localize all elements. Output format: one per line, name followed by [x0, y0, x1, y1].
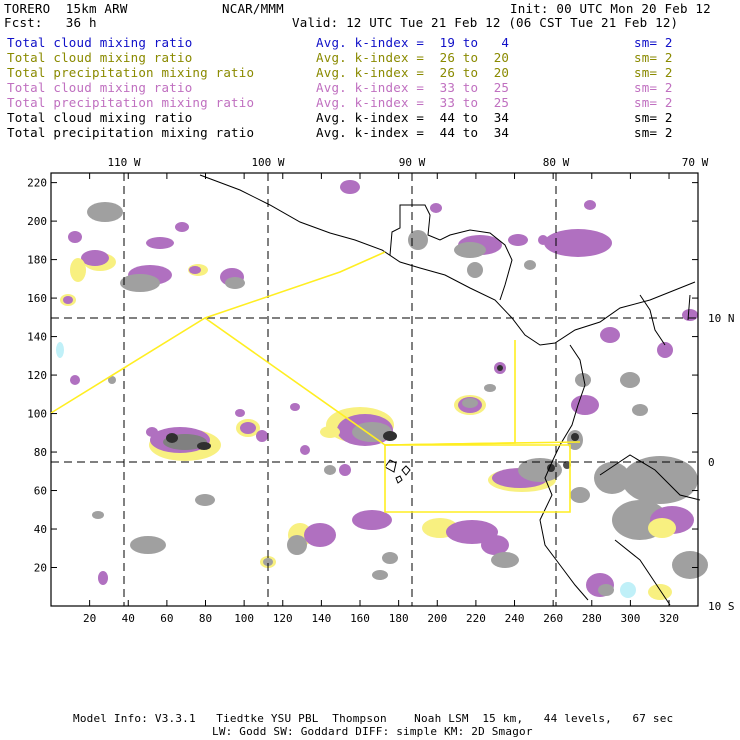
y-tick-label: 160 [27, 292, 47, 305]
legend-kindex-5: Avg. k-index = 33 to 25 [316, 95, 510, 110]
x-tick-label: 180 [389, 612, 409, 625]
lon-label: 100 W [251, 156, 284, 169]
y-tick-label: 80 [34, 446, 47, 459]
y-tick-label: 220 [27, 177, 47, 190]
init-time: Init: 00 UTC Mon 20 Feb 12 [510, 1, 711, 16]
lat-label: 10 S [708, 600, 735, 613]
lat-label: 0 [708, 456, 715, 469]
center-title: NCAR/MMM [222, 1, 284, 16]
valid-time: Valid: 12 UTC Tue 21 Feb 12 (06 CST Tue … [292, 15, 679, 30]
x-tick-label: 260 [543, 612, 563, 625]
lon-label: 80 W [543, 156, 570, 169]
y-tick-label: 40 [34, 523, 47, 536]
cloud-cluster-central-america [340, 180, 612, 278]
cloud-cluster-south [92, 494, 519, 585]
legend-sm-3: sm= 2 [634, 65, 673, 80]
legend-field-5: Total precipitation mixing ratio [7, 95, 255, 110]
cloud-cluster-northwest [56, 202, 245, 385]
axis-ticks [51, 173, 698, 606]
x-tick-label: 60 [160, 612, 173, 625]
x-tick-label: 240 [505, 612, 525, 625]
legend-field-3: Total precipitation mixing ratio [7, 65, 255, 80]
legend-kindex-3: Avg. k-index = 26 to 20 [316, 65, 510, 80]
latlon-grid [51, 173, 698, 606]
lon-label: 70 W [682, 156, 709, 169]
coastline [199, 174, 701, 606]
legend-field-2: Total cloud mixing ratio [7, 50, 193, 65]
physics-info: LW: Godd SW: Goddard DIFF: simple KM: 2D… [212, 725, 533, 738]
legend-field-6: Total cloud mixing ratio [7, 110, 193, 125]
x-tick-label: 300 [620, 612, 640, 625]
legend-field-7: Total precipitation mixing ratio [7, 125, 255, 140]
x-tick-label: 280 [582, 612, 602, 625]
cloud-cluster-galapagos [300, 407, 397, 476]
y-tick-label: 200 [27, 215, 47, 228]
x-tick-label: 160 [350, 612, 370, 625]
legend-sm-7: sm= 2 [634, 125, 673, 140]
map-frame [50, 172, 699, 607]
x-tick-label: 80 [199, 612, 212, 625]
cloud-cluster-south-america [570, 456, 708, 600]
y-tick-label: 140 [27, 331, 47, 344]
y-tick-label: 60 [34, 485, 47, 498]
axis-labels: 20 40 60 80 100 120 140 160 180 200 220 240 260 280 30… [27, 156, 734, 625]
lat-label: 10 N [708, 312, 735, 325]
flight-tracks [50, 251, 581, 513]
y-tick-label: 100 [27, 408, 47, 421]
x-tick-label: 20 [83, 612, 96, 625]
y-tick-label: 20 [34, 562, 47, 575]
legend-field-1: Total cloud mixing ratio [7, 35, 193, 50]
legend-sm-2: sm= 2 [634, 50, 673, 65]
legend-field-4: Total cloud mixing ratio [7, 80, 193, 95]
cloud-fields [56, 180, 708, 600]
cloud-cluster-west-central [146, 403, 300, 461]
x-tick-label: 100 [234, 612, 254, 625]
model-info: Model Info: V3.3.1 Tiedtke YSU PBL Thomp… [73, 712, 674, 725]
legend-sm-4: sm= 2 [634, 80, 673, 95]
y-tick-label: 180 [27, 254, 47, 267]
y-tick-label: 120 [27, 369, 47, 382]
lon-label: 90 W [399, 156, 426, 169]
x-tick-label: 200 [427, 612, 447, 625]
legend-kindex-1: Avg. k-index = 19 to 4 [316, 35, 510, 50]
legend-kindex-4: Avg. k-index = 33 to 25 [316, 80, 510, 95]
legend-sm-6: sm= 2 [634, 110, 673, 125]
model-title: TORERO 15km ARW [4, 1, 128, 16]
x-tick-label: 40 [122, 612, 135, 625]
x-tick-label: 140 [311, 612, 331, 625]
x-tick-label: 220 [466, 612, 486, 625]
legend-sm-5: sm= 2 [634, 95, 673, 110]
legend-sm-1: sm= 2 [634, 35, 673, 50]
lon-label: 110 W [107, 156, 140, 169]
forecast-hour: Fcst: 36 h [4, 15, 97, 30]
legend-kindex-6: Avg. k-index = 44 to 34 [316, 110, 510, 125]
x-tick-label: 120 [273, 612, 293, 625]
legend-kindex-7: Avg. k-index = 44 to 34 [316, 125, 510, 140]
x-tick-label: 320 [659, 612, 679, 625]
legend-kindex-2: Avg. k-index = 26 to 20 [316, 50, 510, 65]
